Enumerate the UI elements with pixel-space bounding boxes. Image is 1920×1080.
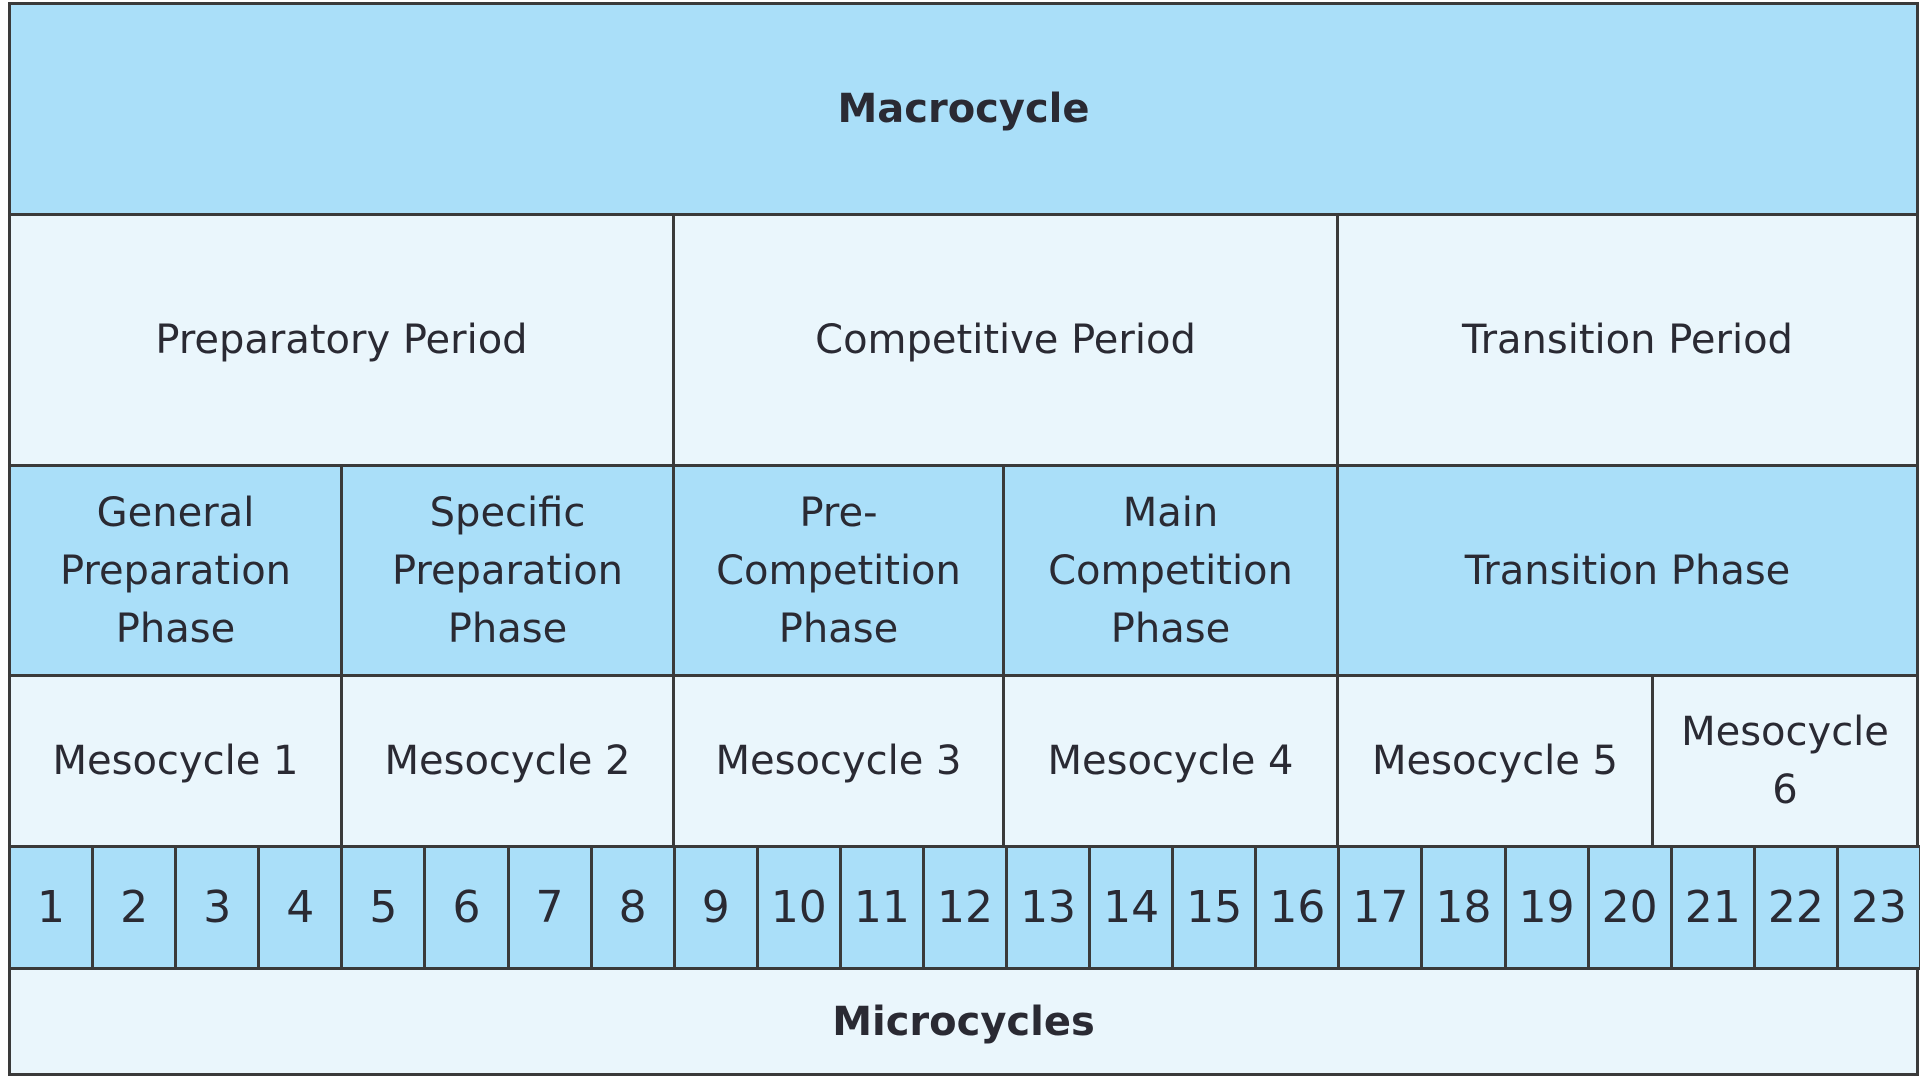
mesocycle-6: Mesocycle 6 bbox=[1651, 674, 1919, 848]
phase-pre-competition: Pre-Competition Phase bbox=[672, 464, 1005, 677]
mesocycle-5: Mesocycle 5 bbox=[1336, 674, 1654, 848]
period-competitive: Competitive Period bbox=[672, 213, 1339, 467]
microcycle-6: 6 bbox=[423, 845, 510, 970]
microcycle-23: 23 bbox=[1835, 845, 1920, 970]
microcycle-9: 9 bbox=[672, 845, 759, 970]
microcycle-13: 13 bbox=[1005, 845, 1092, 970]
mesocycle-1: Mesocycle 1 bbox=[8, 674, 343, 848]
microcycle-5: 5 bbox=[340, 845, 427, 970]
phase-transition: Transition Phase bbox=[1336, 464, 1919, 677]
period-transition: Transition Period bbox=[1336, 213, 1919, 467]
microcycle-2: 2 bbox=[91, 845, 178, 970]
phase-main-competition: Main Competition Phase bbox=[1002, 464, 1339, 677]
microcycle-12: 12 bbox=[921, 845, 1009, 970]
microcycle-19: 19 bbox=[1503, 845, 1590, 970]
microcycle-3: 3 bbox=[174, 845, 261, 970]
microcycle-15: 15 bbox=[1171, 845, 1258, 970]
microcycle-17: 17 bbox=[1337, 845, 1424, 970]
microcycle-20: 20 bbox=[1586, 845, 1673, 970]
microcycles-label: Microcycles bbox=[8, 967, 1919, 1076]
microcycle-11: 11 bbox=[838, 845, 925, 970]
microcycle-14: 14 bbox=[1088, 845, 1175, 970]
microcycle-7: 7 bbox=[506, 845, 593, 970]
microcycle-10: 10 bbox=[755, 845, 842, 970]
macrocycle-row: Macrocycle bbox=[8, 2, 1919, 216]
phase-general-preparation: General Preparation Phase bbox=[8, 464, 343, 677]
period-preparatory: Preparatory Period bbox=[8, 213, 675, 467]
mesocycle-4: Mesocycle 4 bbox=[1002, 674, 1339, 848]
microcycle-4: 4 bbox=[257, 845, 344, 970]
mesocycle-2: Mesocycle 2 bbox=[340, 674, 675, 848]
microcycle-1: 1 bbox=[8, 845, 95, 970]
phase-specific-preparation: Specific Preparation Phase bbox=[340, 464, 675, 677]
mesocycle-3: Mesocycle 3 bbox=[672, 674, 1005, 848]
microcycle-21: 21 bbox=[1669, 845, 1756, 970]
microcycle-8: 8 bbox=[589, 845, 676, 970]
microcycle-22: 22 bbox=[1752, 845, 1839, 970]
microcycle-18: 18 bbox=[1420, 845, 1507, 970]
microcycle-16: 16 bbox=[1254, 845, 1341, 970]
